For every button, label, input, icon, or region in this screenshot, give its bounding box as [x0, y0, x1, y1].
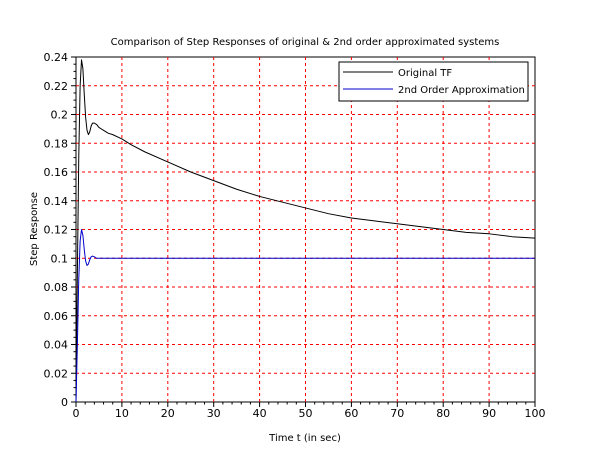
- y-tick-label: 0: [61, 396, 68, 409]
- legend-label-2nd-order: 2nd Order Approximation: [398, 85, 525, 96]
- legend: Original TF 2nd Order Approximation: [338, 61, 529, 102]
- chart-title: Comparison of Step Responses of original…: [111, 37, 500, 48]
- y-axis-label: Step Response: [29, 192, 40, 266]
- y-tick-label: 0.22: [44, 80, 69, 93]
- x-tick-label: 60: [344, 407, 358, 420]
- y-tick-label: 0.14: [44, 195, 69, 208]
- y-tick-label: 0.12: [44, 224, 69, 237]
- series-line-original-tf: [75, 59, 536, 403]
- series-line-2nd-order: [75, 229, 535, 403]
- x-tick-label: 20: [161, 407, 175, 420]
- series-layer: [75, 59, 536, 403]
- y-tick-label: 0.2: [51, 109, 69, 122]
- legend-label-original-tf: Original TF: [398, 68, 452, 79]
- y-tick-label: 0.08: [44, 281, 69, 294]
- y-tick-label: 0.02: [44, 367, 69, 380]
- x-axis-label: Time t (in sec): [268, 433, 341, 444]
- x-tick-label: 50: [299, 407, 313, 420]
- x-tick-label: 10: [115, 407, 129, 420]
- plot-area: 0 10 20 30 40 50 60 70 80 90 100 0 0.02 0.04 0.06 0.08 0…: [44, 51, 546, 420]
- x-tick-label: 100: [525, 407, 546, 420]
- x-tick-label: 40: [253, 407, 267, 420]
- x-tick-label: 90: [482, 407, 496, 420]
- legend-box: [338, 61, 529, 102]
- y-tick-label: 0.04: [44, 339, 69, 352]
- y-tick-label: 0.1: [51, 252, 69, 265]
- x-tick-label: 0: [73, 407, 80, 420]
- y-tick-label: 0.24: [44, 51, 69, 64]
- x-tick-label: 70: [390, 407, 404, 420]
- axes: 0 10 20 30 40 50 60 70 80 90 100 0 0.02 0.04 0.06 0.08 0…: [44, 51, 546, 420]
- x-tick-label: 30: [207, 407, 221, 420]
- y-tick-label: 0.16: [44, 166, 69, 179]
- x-tick-label: 80: [436, 407, 450, 420]
- y-tick-label: 0.18: [44, 137, 69, 150]
- y-tick-label: 0.06: [44, 310, 69, 323]
